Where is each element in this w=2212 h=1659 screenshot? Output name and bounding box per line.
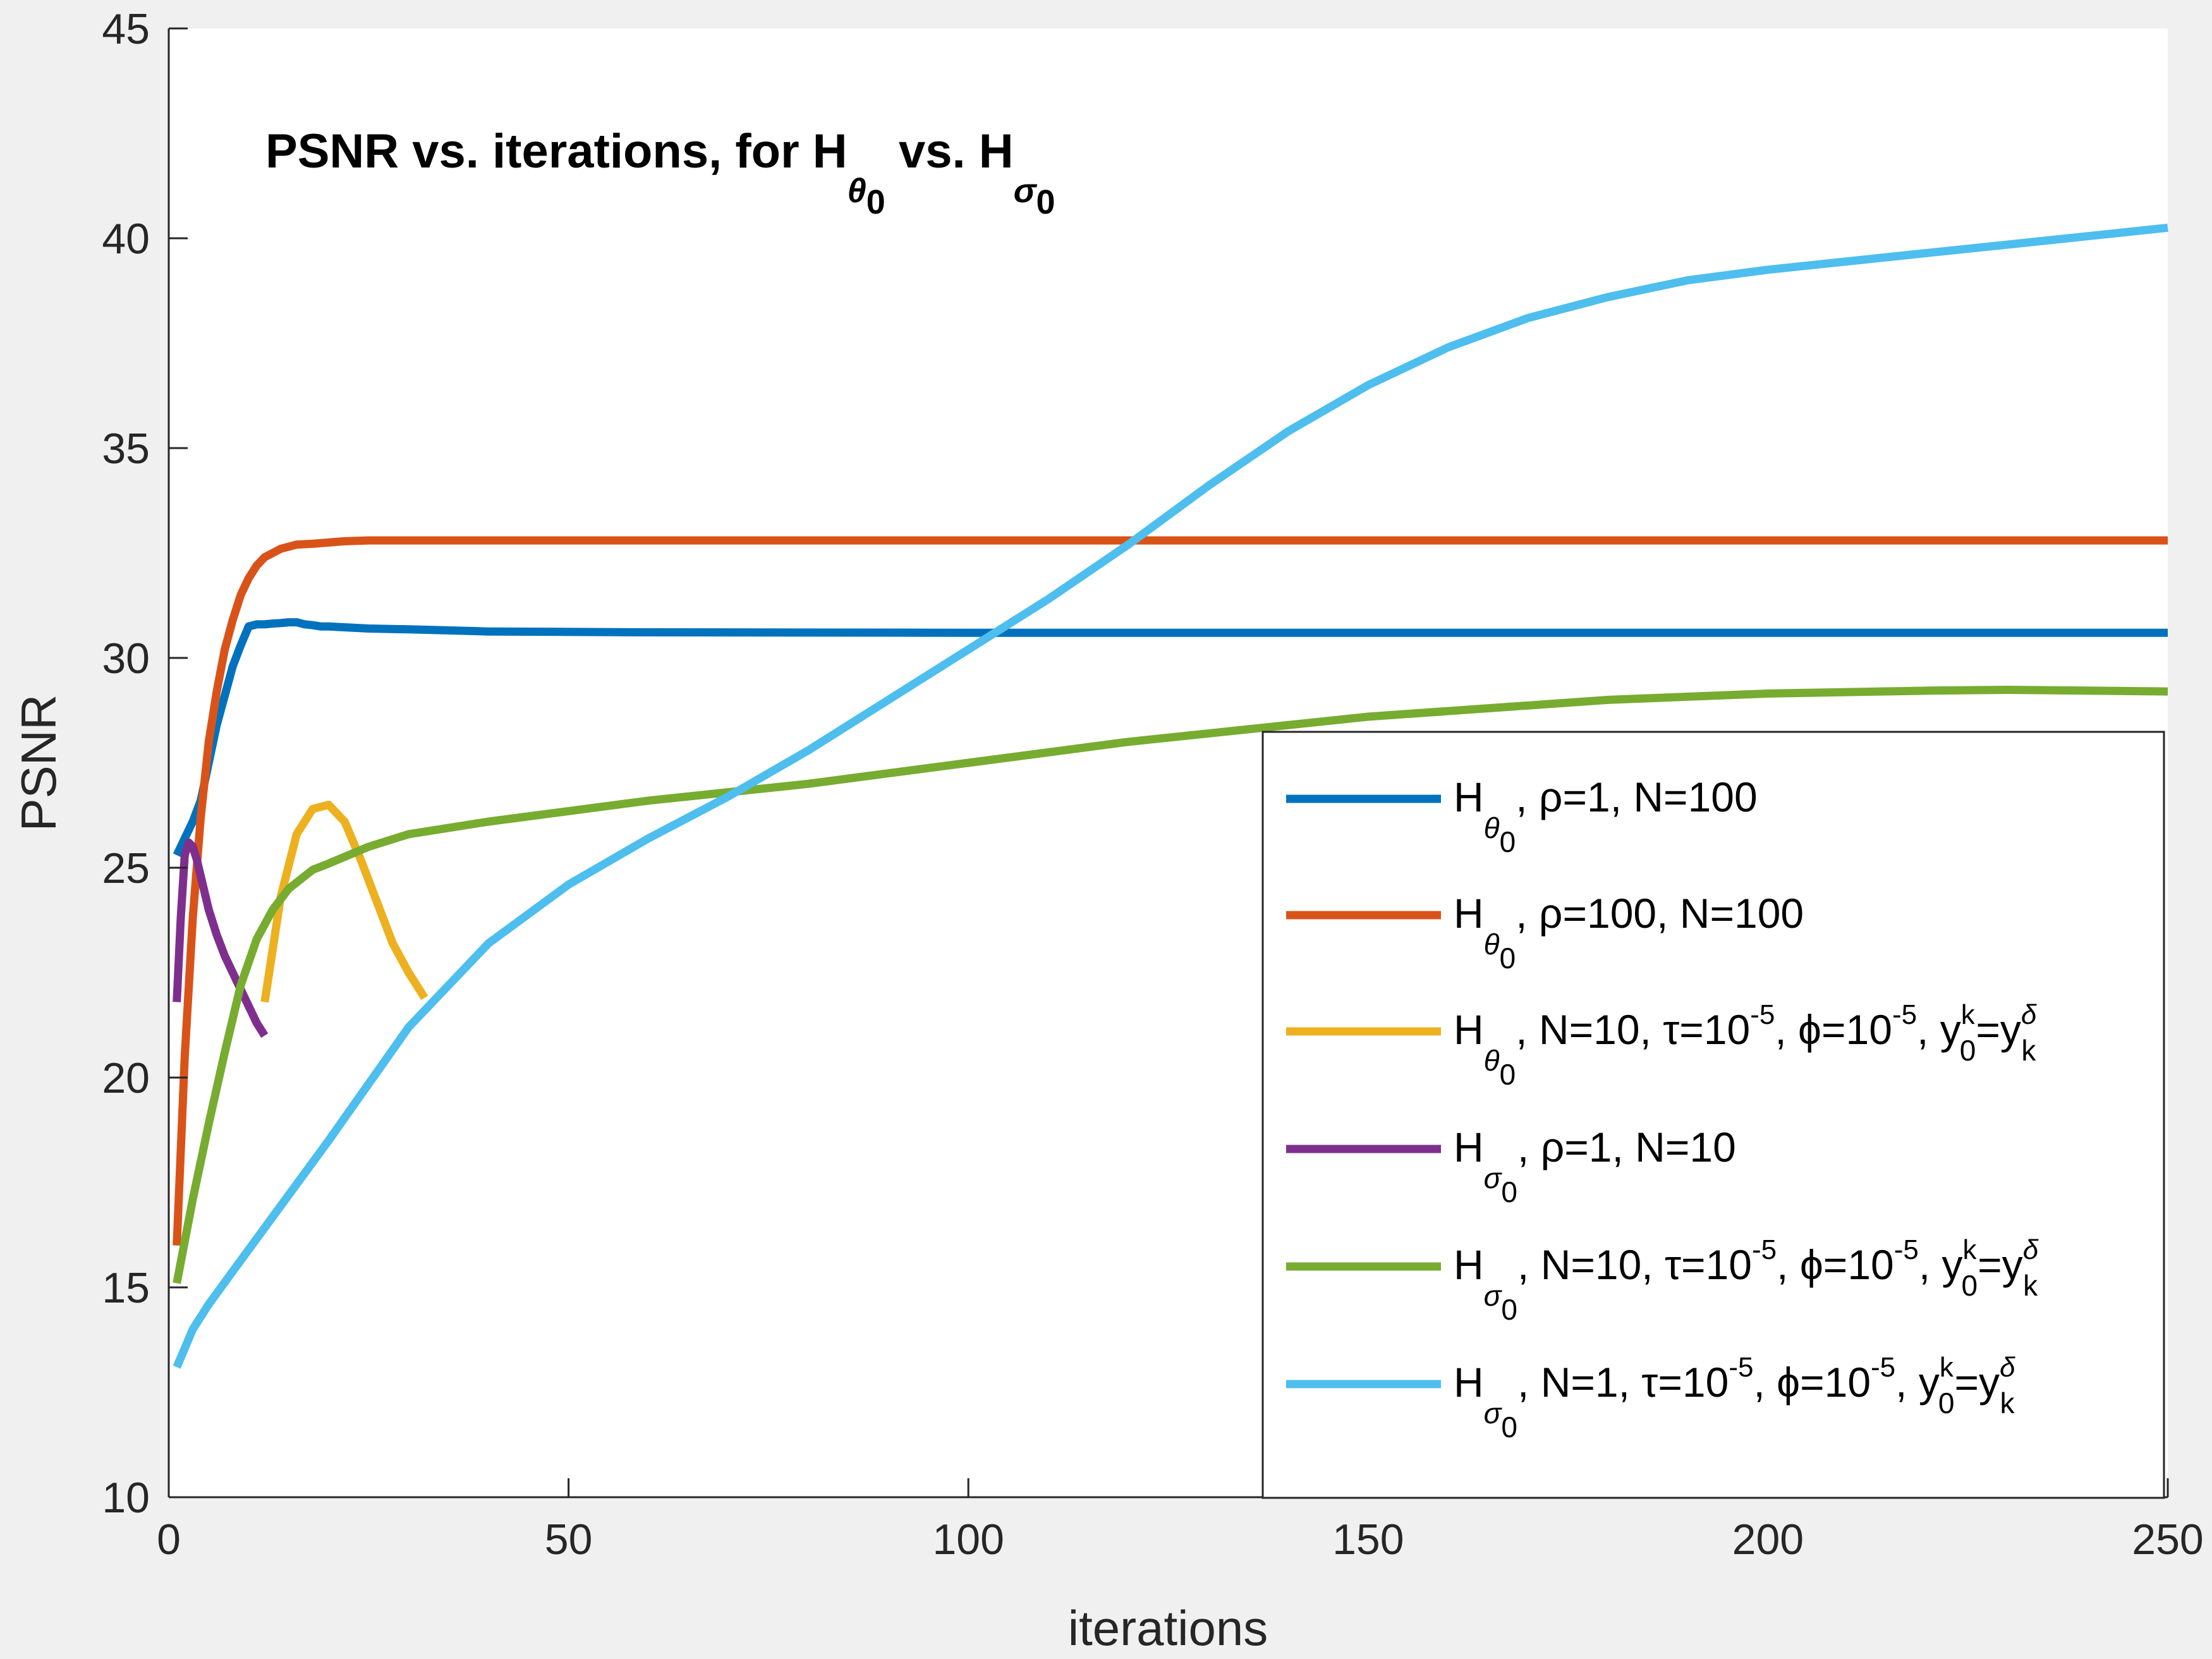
title-mid: vs. H <box>885 125 1014 178</box>
legend-label-1: Hθ0, ρ=1, N=100 <box>1454 774 1758 858</box>
series-line-1 <box>173 618 2168 857</box>
series-layer <box>173 223 2168 1369</box>
series-line-6 <box>173 223 2168 1369</box>
y-tick-label: 15 <box>102 1264 150 1312</box>
x-axis-label: iterations <box>1068 1600 1268 1656</box>
series-line-3 <box>260 800 428 1003</box>
x-tick-label: 0 <box>157 1516 181 1564</box>
legend-label-5: Hσ0, N=10, τ=10-5, ϕ=10-5, yk 0=yδ k <box>1454 1234 2039 1326</box>
y-tick-label: 10 <box>102 1474 150 1522</box>
title-theta: θ <box>848 172 866 210</box>
title-sigma: σ <box>1014 172 1038 210</box>
series-line-4 <box>173 838 269 1038</box>
title-h1: H <box>813 125 848 178</box>
legend: Hθ0, ρ=1, N=100 Hθ0, ρ=100, N=100 Hθ0, N=1… <box>1261 731 2165 1499</box>
legend-label-2: Hθ0, ρ=100, N=100 <box>1454 890 1804 975</box>
y-tick-label: 25 <box>102 844 150 892</box>
y-tick-label: 20 <box>102 1054 150 1102</box>
title-sigma-sub: 0 <box>1036 183 1055 221</box>
axes: 0 50 100 150 200 250 10 15 20 25 30 35 40 45 <box>102 5 2203 1564</box>
series-line-2 <box>173 536 2168 1246</box>
legend-box <box>1261 731 2165 1499</box>
x-tick-label: 200 <box>1732 1516 1804 1564</box>
y-tick-label: 45 <box>102 5 150 53</box>
legend-label-4: Hσ0, ρ=1, N=10 <box>1454 1124 1736 1208</box>
series-line-5 <box>173 686 2168 1284</box>
title-lead: PSNR vs. iterations, for <box>265 125 813 178</box>
y-tick-label: 40 <box>102 215 150 263</box>
y-tick-label: 30 <box>102 635 150 683</box>
x-tick-label: 150 <box>1332 1516 1404 1564</box>
x-tick-label: 100 <box>932 1516 1004 1564</box>
title-theta-sub: 0 <box>866 183 885 221</box>
legend-label-6: Hσ0, N=1, τ=10-5, ϕ=10-5, yk 0=yδ k <box>1454 1352 2015 1443</box>
x-tick-label: 50 <box>545 1516 593 1564</box>
chart-title: PSNR vs. iterations, for Hθ0 vs. Hσ0 <box>265 125 1055 221</box>
x-tick-label: 250 <box>2132 1516 2203 1564</box>
y-axis-label: PSNR <box>11 695 66 832</box>
legend-label-3: Hθ0, N=10, τ=10-5, ϕ=10-5, yk 0=yδ k <box>1454 999 2037 1091</box>
y-tick-label: 35 <box>102 425 150 473</box>
